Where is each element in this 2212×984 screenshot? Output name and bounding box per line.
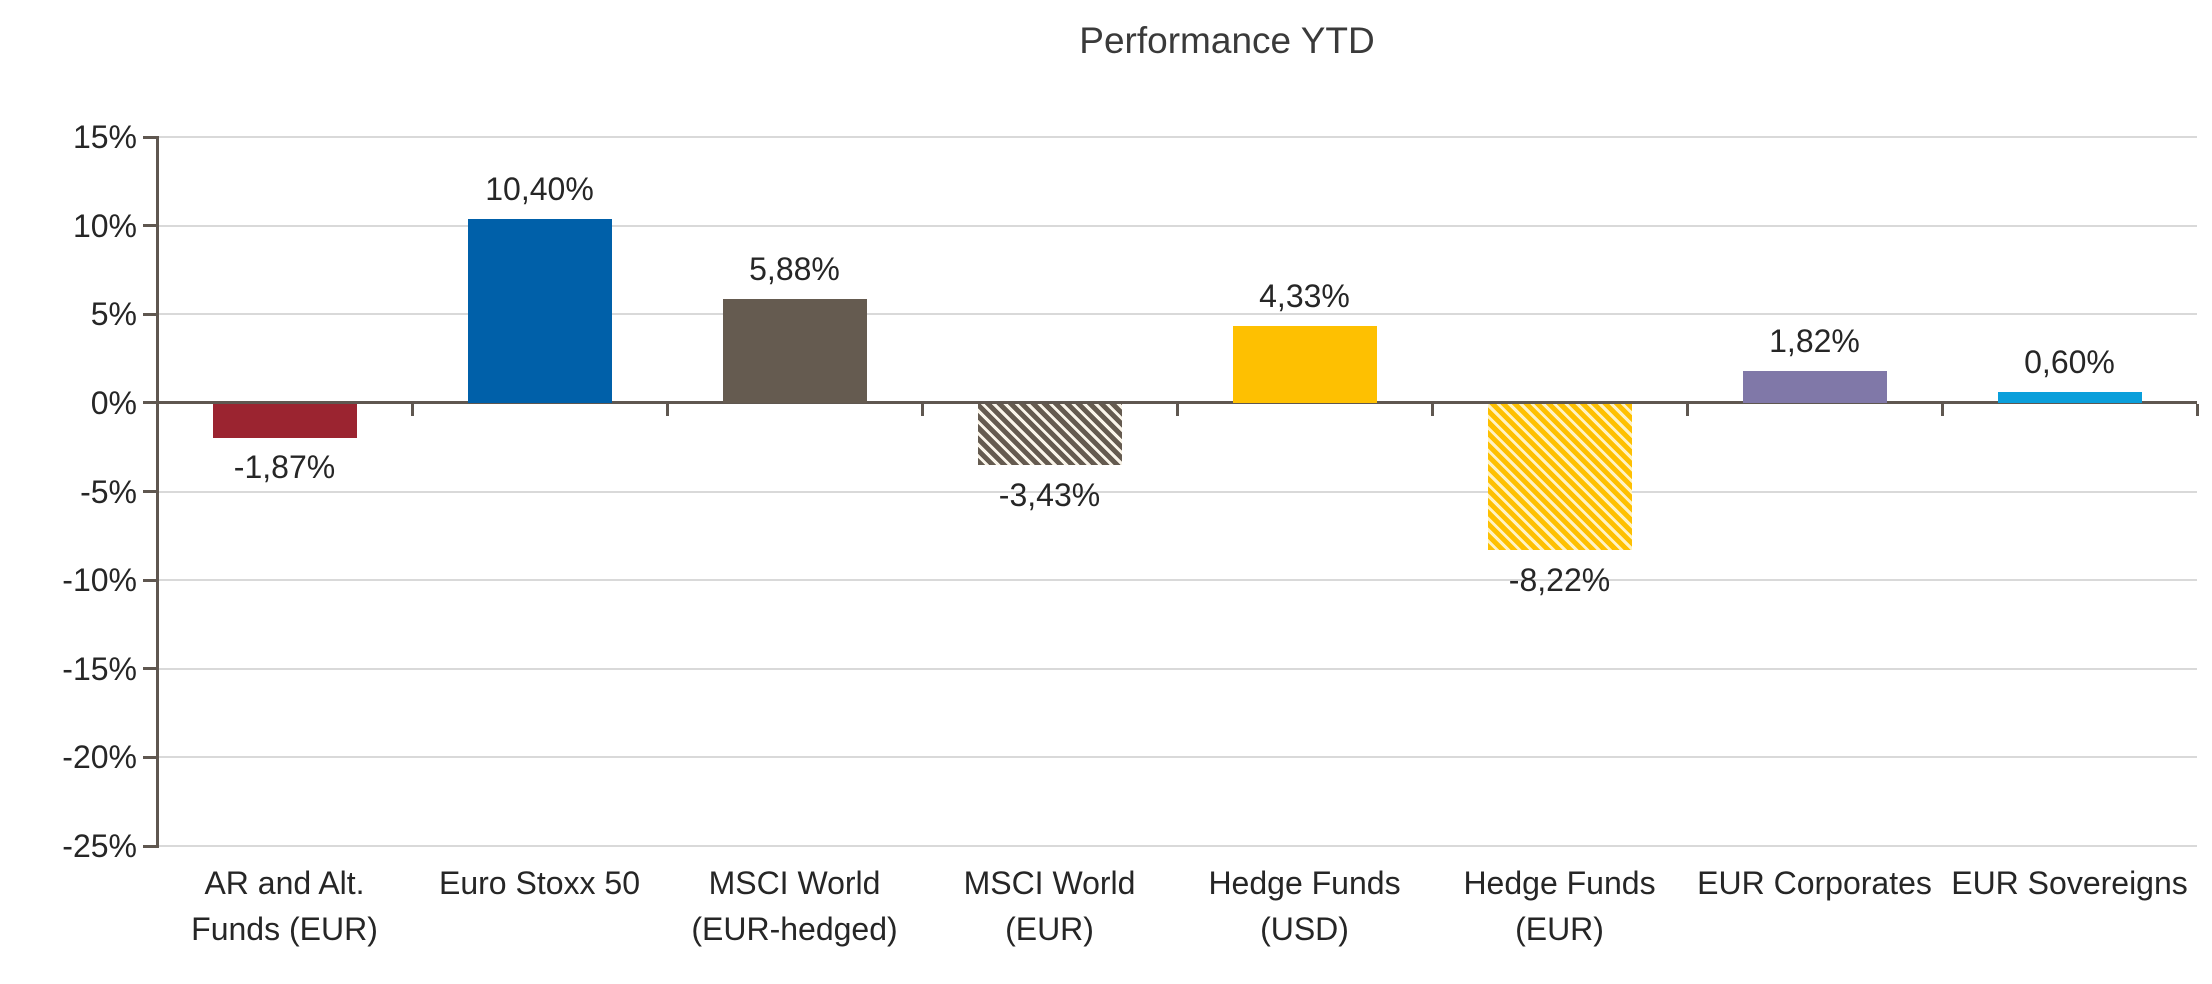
x-axis-tick (1430, 404, 1434, 417)
x-axis-line (157, 401, 2197, 405)
category-label: Euro Stoxx 50 (439, 865, 640, 901)
y-axis-tick (143, 312, 157, 316)
gridline (157, 667, 2197, 670)
bar (212, 404, 357, 438)
gridline (157, 490, 2197, 493)
y-axis-tick (143, 667, 157, 671)
gridline (157, 756, 2197, 759)
y-axis-tick-label: -5% (80, 473, 137, 510)
gridline (157, 579, 2197, 582)
y-axis-tick (143, 401, 157, 405)
y-axis-tick (143, 490, 157, 493)
x-axis-tick (2195, 404, 2199, 417)
y-axis-tick-label: -10% (62, 562, 137, 599)
gridline (157, 313, 2197, 316)
y-axis-tick-label: 15% (72, 119, 137, 155)
bar (1487, 404, 1632, 551)
bar-value-label: 4,33% (1259, 278, 1350, 315)
x-axis-tick (410, 404, 414, 417)
y-axis-tick (143, 135, 157, 139)
bar-value-label: 5,88% (749, 250, 840, 287)
x-axis-tick (1940, 404, 1944, 417)
category-label: MSCI World (EUR-hedged) (691, 865, 898, 947)
gridline (157, 136, 2197, 138)
category-label: Hedge Funds (USD) (1208, 865, 1401, 947)
x-axis-tick (1175, 404, 1179, 417)
bar-value-label: -8,22% (1508, 561, 1611, 598)
bar (977, 404, 1122, 466)
bar (1742, 370, 1887, 403)
y-axis-tick-label: 5% (90, 296, 137, 333)
category-label: MSCI World (EUR) (963, 865, 1136, 947)
category-label: EUR Corporates (1697, 865, 1932, 901)
y-axis-tick-label: -25% (62, 828, 137, 864)
category-label: EUR Sovereigns (1951, 865, 2188, 901)
bar-value-label: 10,40% (485, 170, 594, 207)
y-axis-tick-label: 0% (90, 384, 137, 421)
bar (467, 218, 612, 403)
x-axis-tick (920, 404, 924, 417)
x-axis-tick (155, 404, 159, 417)
bar-value-label: 0,60% (2024, 344, 2115, 381)
x-axis-tick (665, 404, 669, 417)
chart-title: Performance YTD (1079, 20, 1375, 61)
y-axis-tick-label: -20% (62, 739, 137, 776)
bar-value-label: 1,82% (1769, 322, 1860, 359)
gridline (157, 224, 2197, 227)
y-axis-tick (143, 224, 157, 228)
category-label: Hedge Funds (EUR) (1463, 865, 1656, 947)
x-axis-tick (1685, 404, 1689, 417)
bar (1997, 392, 2142, 403)
y-axis-tick (143, 578, 157, 582)
y-axis-tick (143, 844, 157, 848)
y-axis-line (155, 135, 159, 848)
category-label: AR and Alt. Funds (EUR) (191, 865, 378, 947)
y-axis-tick-label: -15% (62, 650, 137, 687)
bar-value-label: -3,43% (998, 476, 1101, 513)
y-axis-tick-label: 10% (72, 207, 137, 244)
y-axis-tick (143, 755, 157, 759)
bar (722, 298, 867, 403)
gridline (157, 845, 2197, 847)
bar (1232, 326, 1377, 403)
bar-value-label: -1,87% (233, 449, 336, 486)
